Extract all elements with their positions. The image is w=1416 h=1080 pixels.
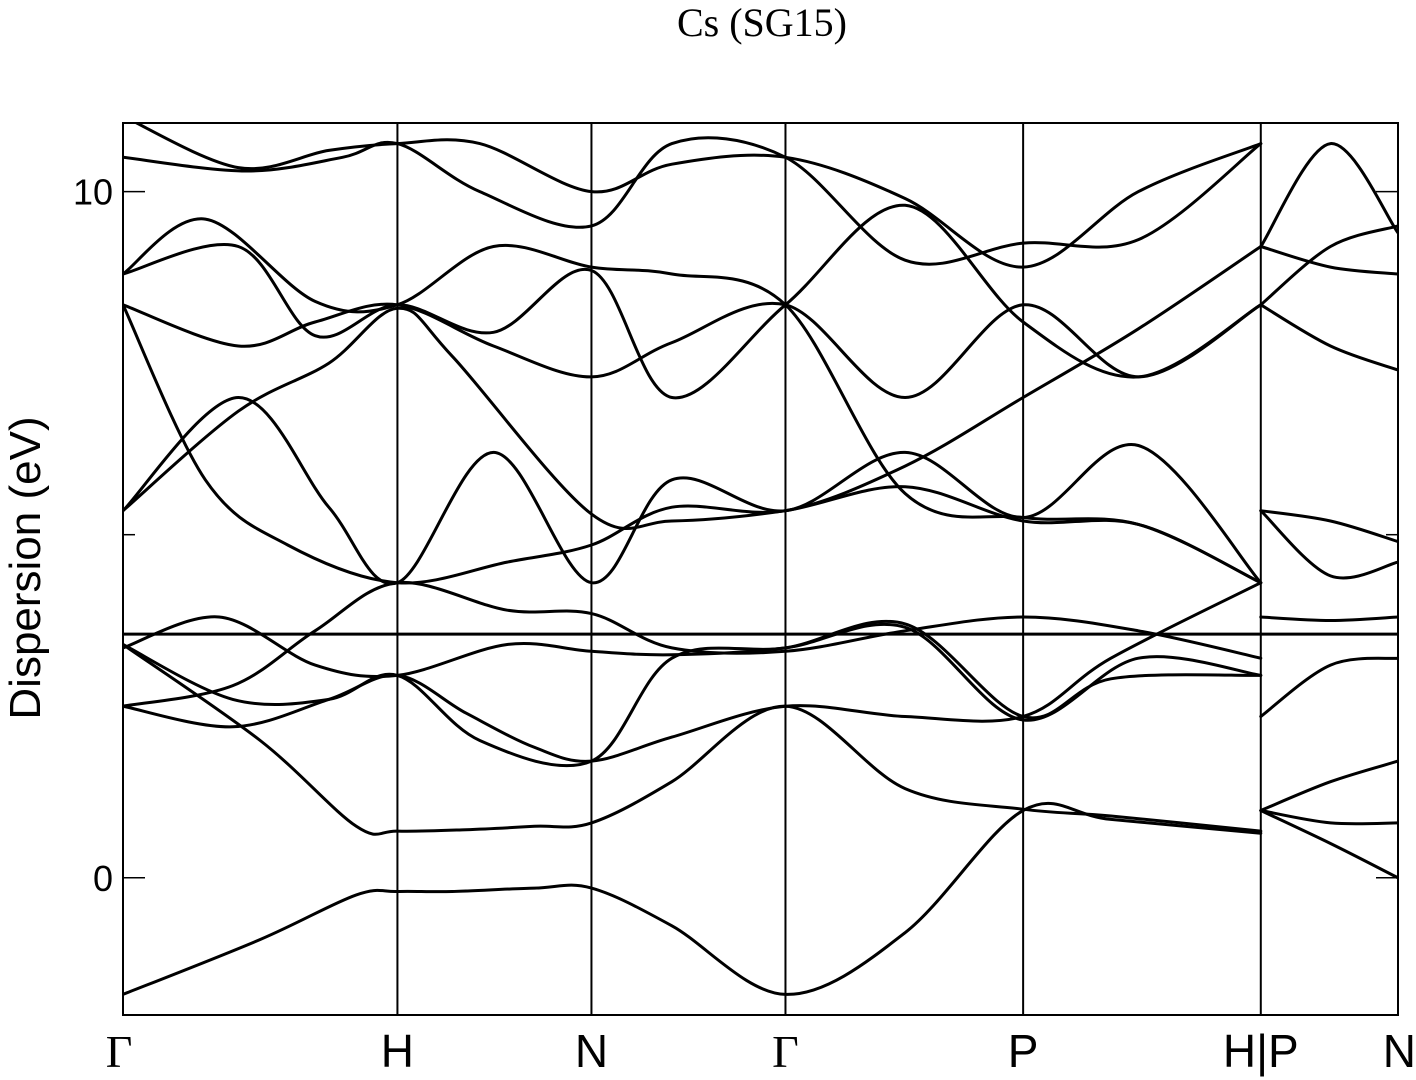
- x-axis-ticks: Γ H N Γ P H|P N: [106, 1025, 1416, 1077]
- band-line-10: [123, 301, 1263, 399]
- chart-title: Cs (SG15): [677, 0, 847, 45]
- band-line-18: [1259, 656, 1398, 718]
- x-tick-label-6: N: [1383, 1025, 1416, 1077]
- x-tick-label-1: H: [381, 1025, 414, 1077]
- band-line-4: [123, 619, 1263, 768]
- band-line-20: [1259, 809, 1398, 826]
- band-line-5: [123, 580, 1263, 708]
- plot-frame: [122, 122, 1399, 1016]
- band-line-13: [123, 136, 1263, 266]
- band-line-12: [123, 203, 1263, 400]
- band-line-6: [123, 615, 1263, 722]
- band-line-2: [123, 643, 1263, 836]
- high-symmetry-lines: [396, 123, 1262, 1015]
- band-line-15: [1259, 615, 1398, 622]
- band-line-16: [1259, 509, 1398, 544]
- y-axis-label: Dispersion (eV): [1, 416, 50, 719]
- x-tick-label-3: Γ: [772, 1026, 799, 1077]
- band-line-23: [1259, 303, 1398, 372]
- band-lines: [123, 123, 1398, 996]
- x-tick-label-2: N: [575, 1025, 608, 1077]
- band-line-25: [1259, 245, 1398, 276]
- band-line-17: [1259, 509, 1398, 580]
- y-axis-ticks: 0 10: [73, 172, 1398, 899]
- band-line-8: [123, 306, 1263, 585]
- band-line-9: [123, 245, 1263, 585]
- band-line-7: [123, 395, 1263, 586]
- band-line-1: [123, 801, 1263, 996]
- x-tick-label-0: Γ: [106, 1026, 133, 1077]
- band-line-24: [1259, 142, 1398, 248]
- band-line-14: [133, 123, 1263, 269]
- x-tick-label-5: H|P: [1223, 1025, 1299, 1077]
- band-line-19: [1259, 759, 1398, 812]
- band-line-22: [1259, 224, 1398, 307]
- band-line-21: [1259, 809, 1398, 880]
- y-tick-label-1: 10: [73, 172, 113, 213]
- y-tick-label-0: 0: [93, 858, 113, 899]
- x-tick-label-4: P: [1008, 1025, 1039, 1077]
- band-line-3: [123, 581, 1263, 763]
- band-line-11: [123, 217, 1263, 585]
